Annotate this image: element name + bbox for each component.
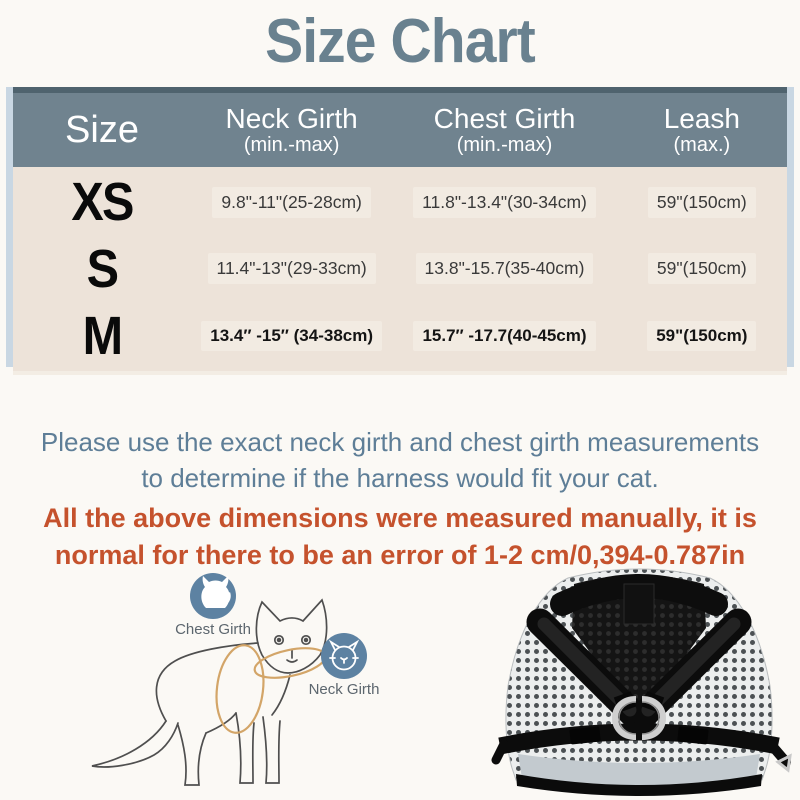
leash-cell: 59"(150cm) xyxy=(647,186,756,218)
fit-note-line1: Please use the exact neck girth and ches… xyxy=(40,427,760,457)
harness-bottom-trim xyxy=(516,774,762,796)
page-title: Size Chart xyxy=(265,7,536,76)
column-header-chest-girth: Chest Girth (min.-max) xyxy=(392,103,616,157)
neck-girth-header-sub: (min.-max) xyxy=(243,134,340,156)
table-row-s: S 11.4"-13"(29-33cm) 13.8"-15.7(35-40cm)… xyxy=(13,241,787,297)
chest-girth-label: Chest Girth xyxy=(175,621,251,638)
strap-adjuster-right xyxy=(677,726,709,745)
table-header-row: Size Neck Girth (min.-max) Chest Girth (… xyxy=(13,87,787,167)
neck-girth-badge xyxy=(321,633,367,679)
triangle-ring-icon xyxy=(775,753,792,773)
cat-body-icon xyxy=(201,576,231,608)
neck-girth-cell: 13.4″ -15″ (34-38cm) xyxy=(201,320,383,351)
harness-illustration xyxy=(491,568,792,796)
harness-gray-band xyxy=(518,754,760,786)
tolerance-note-line2: normal for there to be an error of 1-2 c… xyxy=(54,540,746,570)
column-header-neck-girth: Neck Girth (min.-max) xyxy=(191,103,392,157)
harness-label-tab xyxy=(623,583,655,625)
neck-girth-cell: 9.8"-11"(25-28cm) xyxy=(212,186,371,218)
chest-girth-cell: 11.8"-13.4"(30-34cm) xyxy=(413,186,596,218)
table-body: XS 9.8"-11"(25-28cm) 11.8"-13.4"(30-34cm… xyxy=(13,167,787,375)
chest-loop xyxy=(215,644,265,734)
table-row-xs: XS 9.8"-11"(25-28cm) 11.8"-13.4"(30-34cm… xyxy=(13,174,787,230)
cat-measurement-diagram: Chest Girth Neck Girth xyxy=(82,563,430,800)
d-ring-shadow xyxy=(618,701,660,735)
fit-note-line2: to determine if the harness would fit yo… xyxy=(141,463,659,493)
neck-loop xyxy=(253,647,327,679)
cat-outline-drawing: Chest Girth Neck Girth xyxy=(91,573,380,786)
neck-girth-header-label: Neck Girth xyxy=(225,103,358,134)
chest-girth-cell: 15.7″ -17.7(40-45cm) xyxy=(413,320,596,351)
leash-cell: 59"(150cm) xyxy=(647,320,757,351)
leash-header-label: Leash xyxy=(663,103,740,134)
tolerance-note: All the above dimensions were measured m… xyxy=(0,500,800,574)
harness-d-rings-icon xyxy=(611,696,667,740)
strap-end-left xyxy=(491,739,509,765)
table-row-m: M 13.4″ -15″ (34-38cm) 15.7″ -17.7(40-45… xyxy=(13,308,787,364)
cat-face-icon xyxy=(328,639,360,671)
size-cell: XS xyxy=(71,172,134,233)
strap-adjuster-left xyxy=(569,726,601,745)
column-header-size: Size xyxy=(13,109,191,152)
leash-header-sub: (max.) xyxy=(673,134,731,156)
column-header-leash: Leash (max.) xyxy=(617,103,787,157)
neck-girth-label: Neck Girth xyxy=(309,681,380,698)
chest-girth-cell: 13.8"-15.7(35-40cm) xyxy=(415,253,594,285)
column-header-size-label: Size xyxy=(65,108,139,151)
tolerance-note-line1: All the above dimensions were measured m… xyxy=(43,503,757,533)
neck-girth-cell: 11.4"-13"(29-33cm) xyxy=(207,253,376,285)
chest-girth-header-label: Chest Girth xyxy=(433,103,576,134)
size-chart-table: Size Neck Girth (min.-max) Chest Girth (… xyxy=(6,87,794,375)
harness-photo xyxy=(478,566,800,800)
chest-girth-header-sub: (min.-max) xyxy=(456,134,553,156)
fit-note: Please use the exact neck girth and ches… xyxy=(0,424,800,496)
size-cell: S xyxy=(86,238,119,299)
harness-chest-strap xyxy=(498,723,780,755)
harness-dark-panel xyxy=(572,575,706,718)
chest-girth-badge xyxy=(190,573,236,619)
leash-cell: 59"(150cm) xyxy=(647,253,756,285)
size-cell: M xyxy=(82,305,123,366)
